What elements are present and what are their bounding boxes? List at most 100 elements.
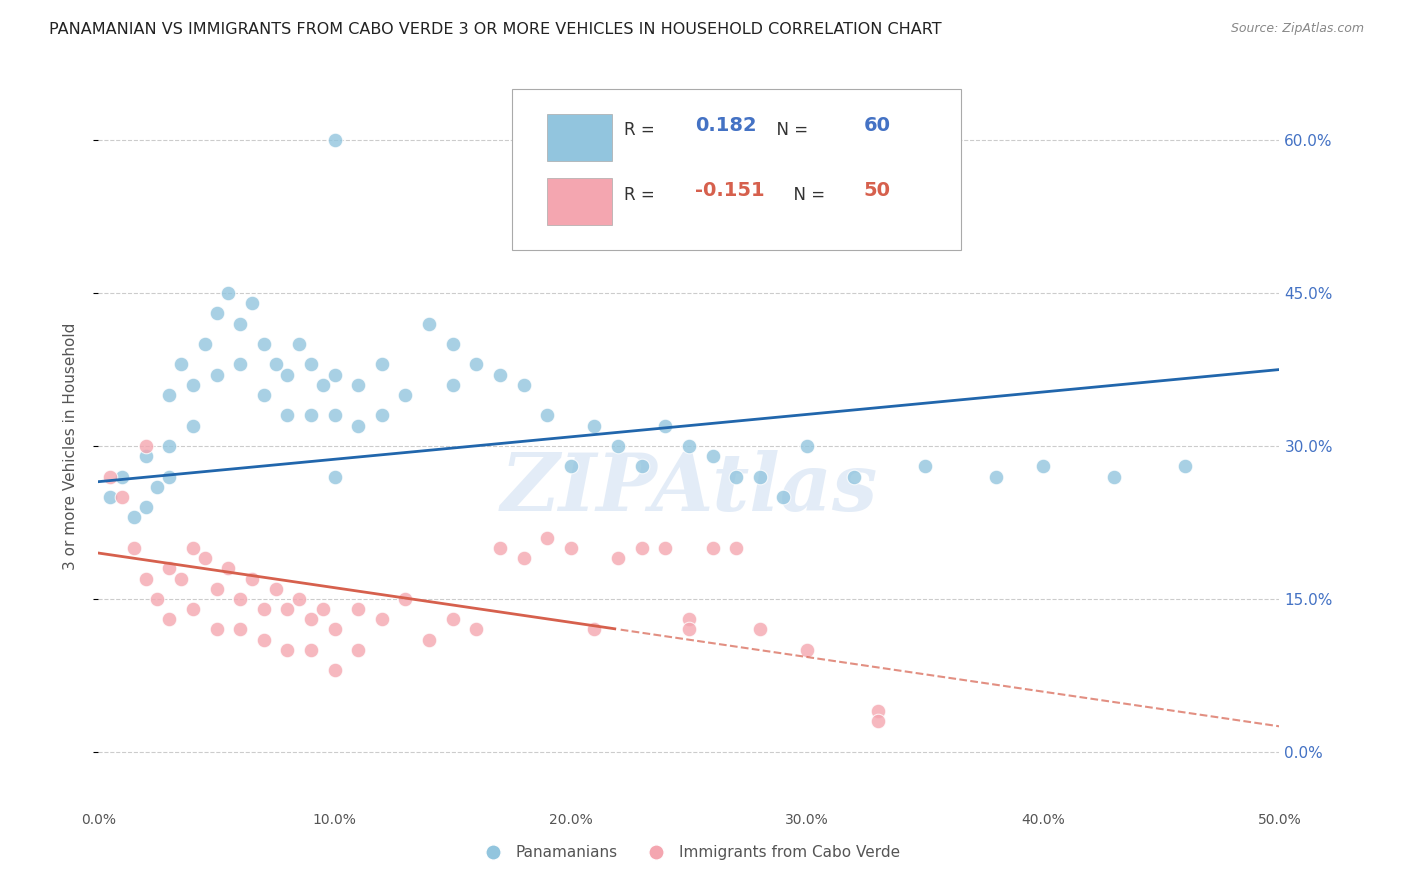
Point — [205, 582, 228, 596]
Point — [229, 358, 252, 372]
Point — [607, 551, 630, 566]
Point — [607, 215, 630, 229]
Point — [489, 368, 512, 382]
Point — [371, 612, 394, 626]
Point — [312, 602, 335, 616]
Point — [276, 368, 298, 382]
Point — [630, 459, 652, 474]
Point — [654, 541, 676, 555]
Point — [205, 368, 228, 382]
Point — [678, 623, 700, 637]
Point — [560, 541, 582, 555]
Point — [194, 551, 217, 566]
Point — [253, 388, 276, 402]
Point — [465, 623, 488, 637]
Point — [122, 510, 145, 524]
Point — [135, 572, 157, 586]
Point — [229, 623, 252, 637]
Point — [512, 377, 534, 392]
Point — [157, 388, 180, 402]
Point — [181, 377, 204, 392]
Point — [441, 612, 464, 626]
Point — [288, 591, 311, 606]
Point — [98, 469, 121, 483]
Point — [157, 439, 180, 453]
Point — [253, 602, 276, 616]
Text: N =: N = — [766, 121, 813, 139]
Point — [866, 704, 889, 718]
Point — [560, 459, 582, 474]
Point — [240, 296, 263, 310]
Point — [323, 469, 346, 483]
Point — [253, 337, 276, 351]
Point — [607, 439, 630, 453]
Point — [844, 469, 866, 483]
Point — [1102, 469, 1125, 483]
Point — [394, 591, 416, 606]
Point — [796, 643, 818, 657]
Point — [157, 612, 180, 626]
Point — [914, 459, 936, 474]
Point — [347, 602, 370, 616]
Y-axis label: 3 or more Vehicles in Household: 3 or more Vehicles in Household — [63, 322, 77, 570]
Point — [264, 358, 287, 372]
Point — [299, 409, 322, 423]
Point — [866, 714, 889, 729]
Point — [299, 358, 322, 372]
Point — [323, 409, 346, 423]
Point — [654, 418, 676, 433]
Text: N =: N = — [783, 186, 831, 203]
Point — [146, 591, 169, 606]
Text: ZIPAtlas: ZIPAtlas — [501, 450, 877, 527]
Point — [371, 358, 394, 372]
FancyBboxPatch shape — [547, 114, 612, 161]
Point — [135, 449, 157, 463]
Point — [299, 612, 322, 626]
Point — [217, 286, 239, 301]
Point — [1174, 459, 1197, 474]
Point — [111, 469, 134, 483]
Point — [170, 572, 193, 586]
Point — [748, 623, 770, 637]
Point — [323, 133, 346, 147]
Point — [630, 541, 652, 555]
Point — [725, 541, 748, 555]
Point — [536, 531, 558, 545]
Point — [181, 418, 204, 433]
Point — [418, 317, 440, 331]
Point — [796, 439, 818, 453]
Point — [276, 602, 298, 616]
Point — [312, 377, 335, 392]
Text: 50: 50 — [863, 180, 891, 200]
Point — [489, 541, 512, 555]
Point — [347, 418, 370, 433]
Point — [394, 388, 416, 402]
Text: -0.151: -0.151 — [695, 180, 765, 200]
Point — [441, 337, 464, 351]
Point — [146, 480, 169, 494]
Text: PANAMANIAN VS IMMIGRANTS FROM CABO VERDE 3 OR MORE VEHICLES IN HOUSEHOLD CORRELA: PANAMANIAN VS IMMIGRANTS FROM CABO VERDE… — [49, 22, 942, 37]
Point — [170, 358, 193, 372]
Point — [240, 572, 263, 586]
Point — [181, 602, 204, 616]
Point — [205, 306, 228, 320]
Point — [441, 377, 464, 392]
FancyBboxPatch shape — [547, 178, 612, 225]
Point — [1032, 459, 1054, 474]
Point — [702, 449, 724, 463]
Point — [135, 500, 157, 515]
Point — [299, 643, 322, 657]
Point — [323, 623, 346, 637]
Point — [725, 469, 748, 483]
Point — [194, 337, 217, 351]
Point — [253, 632, 276, 647]
Point — [264, 582, 287, 596]
Point — [748, 469, 770, 483]
Point — [229, 591, 252, 606]
Legend: Panamanians, Immigrants from Cabo Verde: Panamanians, Immigrants from Cabo Verde — [471, 839, 907, 866]
Point — [111, 490, 134, 504]
Point — [418, 632, 440, 647]
FancyBboxPatch shape — [512, 89, 960, 250]
Point — [536, 409, 558, 423]
Text: Source: ZipAtlas.com: Source: ZipAtlas.com — [1230, 22, 1364, 36]
